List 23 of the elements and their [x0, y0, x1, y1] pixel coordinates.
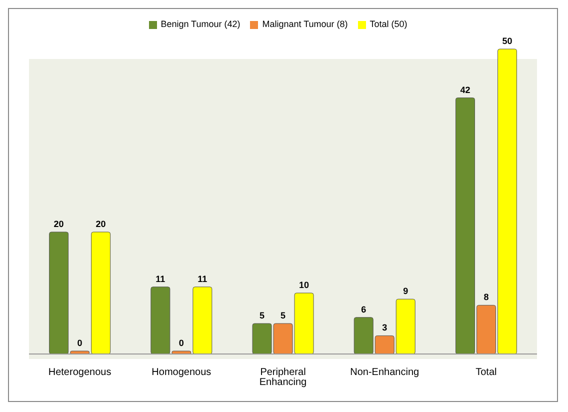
data-label: 8: [484, 292, 489, 302]
legend-label: Total (50): [370, 19, 408, 29]
data-label: 9: [403, 286, 408, 296]
x-tick-label: Peripheral Enhancing: [259, 367, 307, 388]
data-label: 3: [382, 322, 388, 333]
x-tick-label: Homogenous: [152, 367, 212, 378]
data-label: 42: [460, 84, 470, 95]
data-label: 0: [178, 338, 184, 348]
data-label: 0: [77, 338, 82, 348]
data-label: 11: [156, 274, 166, 284]
data-label: 11: [198, 274, 208, 284]
x-tick-label: Non-Enhancing: [350, 367, 420, 378]
data-label: 50: [502, 36, 512, 46]
data-label: 10: [299, 280, 310, 290]
legend-label: Benign Tumour (42): [160, 19, 240, 29]
data-label: 5: [260, 310, 265, 320]
data-label: 20: [96, 219, 106, 229]
data-label: 20: [54, 219, 64, 229]
x-tick-label: Total: [476, 367, 497, 378]
data-label: 6: [361, 304, 366, 314]
legend-label: Malignant Tumour (8): [262, 19, 348, 29]
data-label: 5: [280, 310, 286, 320]
x-tick-label: Heterogenous: [48, 367, 112, 378]
